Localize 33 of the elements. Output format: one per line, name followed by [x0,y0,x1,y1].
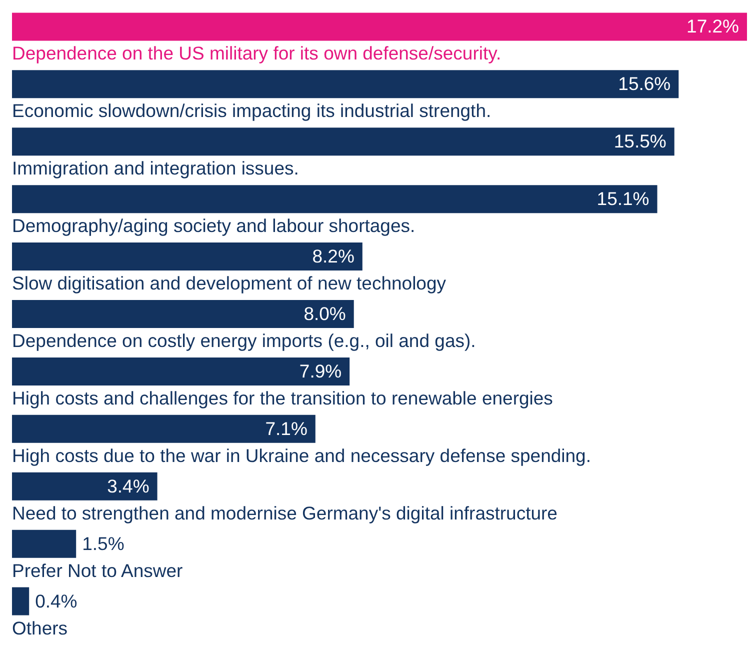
y-tick-label: Demography/aging society and labour shortages. [12,215,416,236]
y-tick-label: Economic slowdown/crisis impacting its industrial strength. [12,100,492,122]
data-label: 8.2% [312,246,354,267]
y-tick-label: High costs and challenges for the transition to renewable energies [12,387,553,408]
bar [12,242,362,271]
data-label: 15.6% [618,73,671,94]
bar [12,472,158,500]
data-label: 7.1% [265,418,308,439]
data-label: 17.2% [686,16,739,37]
y-tick-label: Others [12,617,68,638]
data-label: 15.1% [596,188,650,210]
data-label: 7.9% [299,360,342,382]
bar [12,12,747,41]
bar [12,185,658,214]
bar [12,300,354,328]
bar [12,357,350,386]
y-tick-label: Dependence on costly energy imports (e.g., oil and gas). [12,330,476,351]
bar [12,414,316,443]
y-tick-label: Dependence on the US military for its own defense/security. [12,42,502,64]
y-tick-label: Slow digitisation and development of new technology [12,272,447,294]
bar [12,587,30,616]
bar [12,70,679,98]
bar [12,530,76,558]
data-label: 3.4% [107,475,150,496]
y-tick-label: Need to strengthen and modernise Germany's digital infrastructure [12,502,558,524]
y-tick-label: High costs due to the war in Ukraine and necessary defense spending. [12,444,591,466]
bar [12,128,674,156]
data-label: 0.4% [35,590,78,612]
data-label: 8.0% [304,303,346,324]
data-label: 1.5% [82,532,124,554]
y-tick-label: Immigration and integration issues. [12,158,299,179]
data-label: 15.5% [614,130,666,152]
y-tick-label: Prefer Not to Answer [12,560,183,581]
